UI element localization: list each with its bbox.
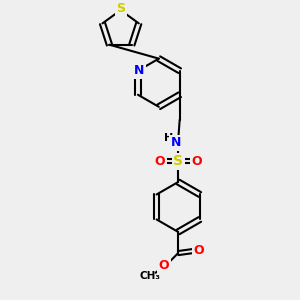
Text: O: O [158,259,169,272]
Text: CH₃: CH₃ [140,271,161,281]
Text: S: S [116,2,125,15]
Text: O: O [194,244,204,256]
Text: N: N [134,64,145,77]
Text: O: O [191,155,202,168]
Text: S: S [173,154,183,168]
Text: H: H [164,133,173,143]
Text: N: N [171,136,181,149]
Text: O: O [155,155,165,168]
